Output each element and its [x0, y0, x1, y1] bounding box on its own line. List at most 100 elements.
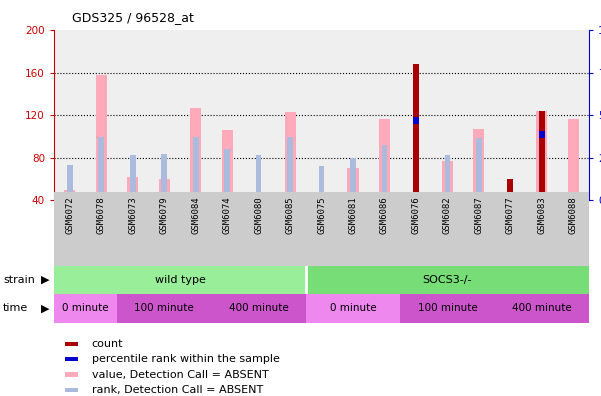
- Text: SOCS3-/-: SOCS3-/-: [423, 275, 472, 285]
- Text: GDS325 / 96528_at: GDS325 / 96528_at: [72, 11, 194, 24]
- Bar: [148, 192, 180, 266]
- Bar: [442, 161, 453, 200]
- Bar: [337, 192, 369, 266]
- Bar: [495, 294, 589, 323]
- Bar: [400, 30, 432, 200]
- Bar: [306, 30, 337, 200]
- Text: time: time: [3, 303, 28, 314]
- Bar: [127, 177, 138, 200]
- Bar: [369, 192, 400, 266]
- Bar: [568, 120, 579, 200]
- Bar: [159, 179, 169, 200]
- Bar: [180, 192, 212, 266]
- Text: 0 minute: 0 minute: [63, 303, 109, 314]
- Bar: [222, 130, 233, 200]
- Bar: [130, 154, 136, 200]
- Bar: [369, 30, 400, 200]
- Text: percentile rank within the sample: percentile rank within the sample: [91, 354, 279, 364]
- Bar: [382, 145, 387, 200]
- Bar: [64, 190, 75, 200]
- Text: GSM6079: GSM6079: [160, 196, 169, 234]
- Bar: [274, 192, 306, 266]
- Bar: [117, 30, 148, 200]
- Bar: [432, 192, 463, 266]
- Bar: [67, 165, 73, 200]
- Bar: [306, 192, 337, 266]
- Text: GSM6076: GSM6076: [412, 196, 421, 234]
- Bar: [96, 75, 107, 200]
- Bar: [539, 137, 545, 200]
- Bar: [180, 30, 212, 200]
- Text: GSM6084: GSM6084: [191, 196, 200, 234]
- Bar: [274, 30, 306, 200]
- Text: 400 minute: 400 minute: [512, 303, 572, 314]
- Text: GSM6072: GSM6072: [66, 196, 75, 234]
- Bar: [190, 108, 201, 200]
- Text: 0 minute: 0 minute: [330, 303, 376, 314]
- Text: value, Detection Call = ABSENT: value, Detection Call = ABSENT: [91, 369, 268, 380]
- Bar: [413, 117, 419, 124]
- Bar: [495, 30, 526, 200]
- Text: ▶: ▶: [41, 303, 49, 314]
- Bar: [243, 192, 274, 266]
- Bar: [212, 294, 306, 323]
- Text: GSM6087: GSM6087: [474, 196, 483, 234]
- Text: GSM6085: GSM6085: [285, 196, 294, 234]
- Bar: [495, 192, 526, 266]
- Bar: [558, 30, 589, 200]
- Bar: [212, 192, 243, 266]
- Bar: [306, 266, 589, 294]
- Bar: [224, 149, 230, 200]
- Text: GSM6080: GSM6080: [254, 196, 263, 234]
- Text: ▶: ▶: [41, 275, 49, 285]
- Text: GSM6082: GSM6082: [443, 196, 452, 234]
- Text: GSM6075: GSM6075: [317, 196, 326, 234]
- Bar: [432, 30, 463, 200]
- Text: GSM6078: GSM6078: [97, 196, 106, 234]
- Bar: [474, 129, 484, 200]
- Bar: [284, 112, 296, 200]
- Bar: [212, 30, 243, 200]
- Text: GSM6077: GSM6077: [506, 196, 515, 234]
- Bar: [54, 294, 117, 323]
- Bar: [85, 30, 117, 200]
- Bar: [507, 179, 513, 200]
- Text: GSM6086: GSM6086: [380, 196, 389, 234]
- Bar: [400, 192, 432, 266]
- Bar: [162, 154, 167, 200]
- Text: 400 minute: 400 minute: [229, 303, 288, 314]
- Bar: [117, 192, 148, 266]
- Bar: [148, 30, 180, 200]
- Bar: [536, 111, 548, 200]
- Bar: [65, 372, 78, 377]
- Bar: [526, 30, 558, 200]
- Bar: [287, 137, 293, 200]
- Bar: [538, 111, 545, 200]
- Bar: [347, 168, 359, 200]
- Bar: [319, 166, 325, 200]
- Bar: [99, 137, 104, 200]
- Bar: [445, 154, 450, 200]
- Bar: [54, 30, 85, 200]
- Bar: [539, 131, 545, 137]
- Bar: [85, 192, 117, 266]
- Text: count: count: [91, 339, 123, 349]
- Bar: [400, 294, 495, 323]
- Bar: [526, 192, 558, 266]
- Bar: [65, 357, 78, 361]
- Text: GSM6074: GSM6074: [222, 196, 231, 234]
- Text: wild type: wild type: [154, 275, 206, 285]
- Bar: [306, 294, 400, 323]
- Bar: [65, 342, 78, 346]
- Bar: [413, 64, 419, 200]
- Bar: [256, 154, 261, 200]
- Text: GSM6081: GSM6081: [349, 196, 358, 234]
- Bar: [54, 266, 306, 294]
- Text: rank, Detection Call = ABSENT: rank, Detection Call = ABSENT: [91, 385, 263, 395]
- Text: GSM6083: GSM6083: [537, 196, 546, 234]
- Bar: [193, 137, 198, 200]
- Bar: [379, 120, 390, 200]
- Bar: [65, 388, 78, 392]
- Bar: [350, 158, 356, 200]
- Bar: [337, 30, 369, 200]
